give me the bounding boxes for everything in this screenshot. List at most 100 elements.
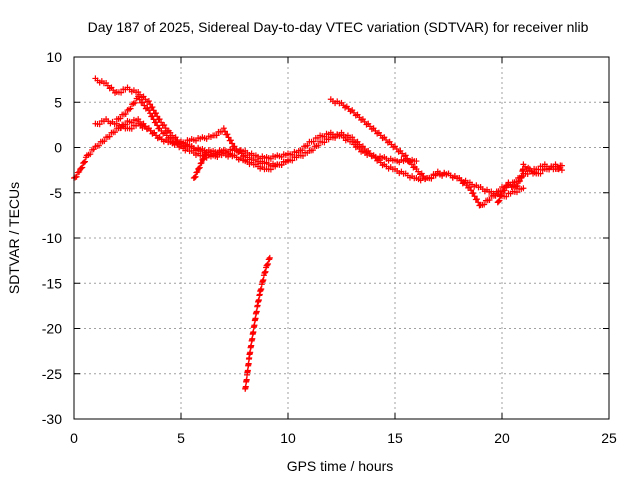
data-point (503, 193, 510, 200)
data-point (153, 110, 160, 117)
y-tick-label: -25 (42, 366, 62, 382)
data-point (289, 157, 296, 164)
data-point (321, 139, 328, 146)
data-point (501, 187, 508, 194)
data-point (95, 142, 102, 149)
data-point (197, 160, 204, 167)
data-point (495, 198, 502, 205)
data-point (112, 129, 119, 136)
data-point (498, 191, 505, 198)
x-tick-label: 0 (70, 430, 78, 446)
data-point (136, 96, 143, 103)
data-point (203, 149, 210, 156)
data-point (332, 134, 339, 141)
data-point (500, 187, 507, 194)
data-point (220, 125, 227, 132)
series-track-h (242, 254, 273, 392)
data-point (192, 173, 199, 180)
data-point (309, 147, 316, 154)
data-point (161, 121, 168, 128)
axis-ticks (73, 56, 610, 420)
y-tick-label: -15 (42, 275, 62, 291)
data-point (481, 201, 488, 208)
data-point (101, 138, 108, 145)
data-point (514, 182, 521, 189)
data-point (408, 161, 415, 168)
x-tick-label: 20 (494, 430, 510, 446)
data-point (145, 98, 152, 105)
data-point (128, 125, 135, 132)
data-point (139, 99, 146, 106)
data-point (299, 152, 306, 159)
data-point (198, 159, 205, 166)
data-point (558, 167, 565, 174)
data-point (194, 168, 201, 175)
data-point (310, 138, 317, 145)
data-point (191, 174, 198, 181)
data-point (132, 99, 139, 106)
data-point (491, 192, 498, 199)
y-tick-label: -20 (42, 321, 62, 337)
data-point (72, 174, 79, 181)
chart-title: Day 187 of 2025, Sidereal Day-to-day VTE… (88, 19, 589, 35)
data-point (73, 173, 80, 180)
x-axis-label: GPS time / hours (287, 458, 394, 474)
y-tick-label: -10 (42, 230, 62, 246)
x-tick-label: 5 (177, 430, 185, 446)
data-point (227, 137, 234, 144)
data-point (158, 119, 165, 126)
series-track-f (190, 149, 210, 181)
data-point (304, 142, 311, 149)
y-tick-label: 0 (54, 140, 62, 156)
data-point (502, 183, 509, 190)
data-point (524, 171, 531, 178)
data-point (79, 164, 86, 171)
data-point (195, 165, 202, 172)
data-point (87, 151, 94, 158)
data-point (96, 121, 103, 128)
series-track-d (113, 93, 291, 173)
data-point (193, 169, 200, 176)
data-point (267, 166, 274, 173)
data-point (504, 182, 511, 189)
data-point (413, 158, 420, 165)
x-tick-labels: 0 5 10 15 20 25 (70, 430, 617, 446)
data-point (76, 168, 83, 175)
data-point (196, 164, 203, 171)
data-point (407, 158, 414, 165)
x-tick-label: 10 (280, 430, 296, 446)
data-point (486, 196, 493, 203)
data-point (520, 185, 527, 192)
y-tick-label: 5 (54, 94, 62, 110)
data-point (201, 155, 208, 162)
data-point (127, 105, 134, 112)
data-point (466, 184, 473, 191)
data-point (149, 104, 156, 111)
data-point (224, 131, 231, 138)
data-point (513, 189, 520, 196)
data-point (122, 111, 129, 118)
y-tick-labels: 10 5 0 -5 -10 -15 -20 -25 -30 (42, 49, 62, 427)
data-point (141, 102, 148, 109)
data-point (474, 196, 481, 203)
data-point (265, 260, 272, 267)
x-tick-label: 25 (601, 430, 617, 446)
data-point (81, 159, 88, 166)
grid (74, 57, 609, 419)
data-point (546, 166, 553, 173)
data-point (264, 261, 271, 268)
data-point (90, 146, 97, 153)
data-point (404, 155, 411, 162)
data-point (149, 113, 156, 120)
data-point (213, 132, 220, 139)
data-point (537, 170, 544, 177)
data-point (145, 107, 152, 114)
y-tick-label: -5 (50, 185, 63, 201)
data-point (200, 156, 207, 163)
y-tick-label: 10 (46, 49, 62, 65)
data-point (162, 125, 169, 132)
y-axis-label: SDTVAR / TECUs (6, 182, 22, 294)
series-track-g (494, 161, 565, 206)
data-point (156, 116, 163, 123)
